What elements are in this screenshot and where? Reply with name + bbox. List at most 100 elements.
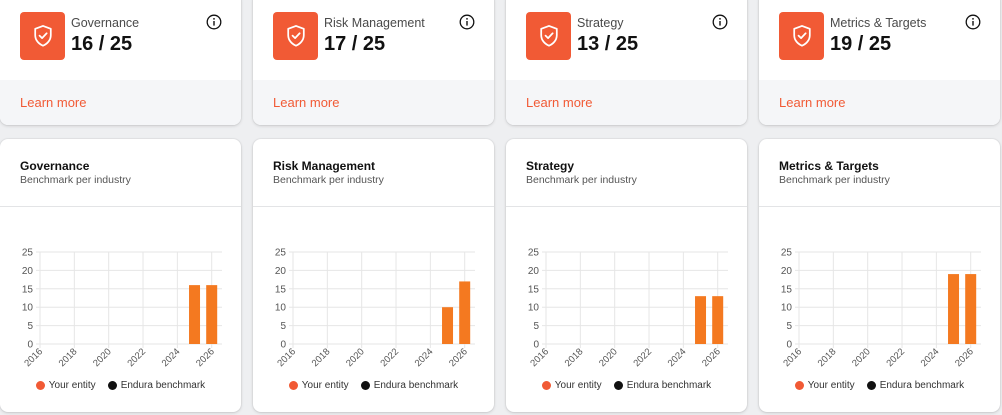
legend-dot-entity [35, 381, 45, 390]
chart-legend: Your entity Endura benchmark [253, 380, 494, 391]
bar-chart: 0 5 10 15 20 25 2016 2018 2020 2022 2024 2026 [275, 248, 475, 369]
chart-card-metrics-targets: Metrics & Targets Benchmark per industry… [759, 139, 1000, 412]
score-card-footer: Learn more [506, 80, 747, 125]
score-card-header: Metrics & Targets 19 / 25 [759, 0, 1000, 80]
x-tick-label: 2026 [700, 346, 723, 369]
legend-label: Your entity [554, 380, 602, 391]
y-tick-label: 15 [528, 284, 540, 295]
legend-label: Endura benchmark [626, 380, 712, 391]
x-tick-label: 2016 [22, 346, 45, 369]
info-icon[interactable] [459, 14, 475, 30]
chart-legend: Your entity Endura benchmark [0, 380, 241, 391]
bar-chart: 0 5 10 15 20 25 2016 2018 2020 2022 2024 2026 [22, 248, 222, 369]
y-tick-label: 25 [22, 248, 34, 259]
x-tick-label: 2018 [816, 346, 839, 369]
y-tick-label: 5 [533, 321, 539, 332]
score-card-header: Governance 16 / 25 [0, 0, 241, 80]
score-card-metrics-targets: Metrics & Targets 19 / 25 Learn more [759, 0, 1000, 125]
learn-more-link[interactable]: Learn more [526, 95, 593, 110]
legend-dot-benchmark [360, 381, 370, 390]
x-tick-label: 2018 [310, 346, 333, 369]
legend-label: Your entity [301, 380, 349, 391]
x-tick-label: 2024 [160, 346, 183, 369]
x-tick-label: 2026 [953, 346, 976, 369]
legend-item-entity[interactable]: Your entity [35, 380, 96, 391]
info-icon[interactable] [712, 14, 728, 30]
y-tick-label: 5 [280, 321, 286, 332]
score-label: Strategy [577, 16, 624, 30]
score-value: 17 / 25 [324, 33, 386, 55]
shield-check-icon [20, 12, 65, 60]
legend-item-benchmark[interactable]: Endura benchmark [613, 380, 712, 391]
x-tick-label: 2024 [666, 346, 689, 369]
score-card-footer: Learn more [759, 80, 1000, 125]
divider [0, 206, 241, 207]
x-tick-label: 2022 [125, 346, 148, 369]
legend-label: Endura benchmark [373, 380, 459, 391]
bar-entity [695, 296, 707, 344]
chart-legend: Your entity Endura benchmark [759, 380, 1000, 391]
y-tick-label: 0 [280, 340, 286, 351]
legend-item-benchmark[interactable]: Endura benchmark [107, 380, 206, 391]
bar-entity [459, 281, 471, 344]
x-tick-label: 2016 [275, 346, 298, 369]
x-tick-label: 2016 [528, 346, 551, 369]
score-card-footer: Learn more [0, 80, 241, 125]
chart-card-strategy: Strategy Benchmark per industry 0 5 10 15 20… [506, 139, 747, 412]
score-card-governance: Governance 16 / 25 Learn more [0, 0, 241, 125]
legend-item-benchmark[interactable]: Endura benchmark [360, 380, 459, 391]
learn-more-link[interactable]: Learn more [779, 95, 846, 110]
y-tick-label: 5 [27, 321, 33, 332]
y-tick-label: 20 [781, 266, 793, 277]
score-card-header: Risk Management 17 / 25 [253, 0, 494, 80]
legend-dot-benchmark [107, 381, 117, 390]
y-tick-label: 20 [528, 266, 540, 277]
legend-label: Endura benchmark [120, 380, 206, 391]
y-tick-label: 20 [275, 266, 287, 277]
score-card-header: Strategy 13 / 25 [506, 0, 747, 80]
divider [759, 206, 1000, 207]
legend-label: Your entity [48, 380, 96, 391]
shield-check-icon [779, 12, 824, 60]
x-tick-label: 2020 [597, 346, 620, 369]
x-tick-label: 2016 [781, 346, 804, 369]
y-tick-label: 10 [528, 303, 540, 314]
learn-more-link[interactable]: Learn more [20, 95, 87, 110]
legend-item-benchmark[interactable]: Endura benchmark [866, 380, 964, 391]
divider [253, 206, 494, 207]
chart-title: Governance [20, 159, 90, 173]
shield-check-icon [273, 12, 318, 60]
y-tick-label: 15 [275, 284, 287, 295]
y-tick-label: 0 [27, 340, 33, 351]
y-tick-label: 25 [275, 248, 287, 259]
legend-item-entity[interactable]: Your entity [794, 380, 855, 391]
score-label: Governance [71, 16, 140, 30]
x-tick-label: 2022 [884, 346, 907, 369]
x-tick-label: 2024 [919, 346, 942, 369]
score-card-footer: Learn more [253, 80, 494, 125]
y-tick-label: 5 [786, 321, 792, 332]
chart-title: Metrics & Targets [779, 159, 879, 173]
legend-item-entity[interactable]: Your entity [288, 380, 349, 391]
info-icon[interactable] [206, 14, 222, 30]
bar-entity [206, 285, 218, 344]
bar-chart: 0 5 10 15 20 25 2016 2018 2020 2022 2024 2026 [528, 248, 728, 369]
legend-label: Your entity [807, 380, 855, 391]
legend-item-entity[interactable]: Your entity [541, 380, 602, 391]
chart-title: Risk Management [273, 159, 376, 173]
x-tick-label: 2018 [563, 346, 586, 369]
y-tick-label: 25 [528, 248, 540, 259]
learn-more-link[interactable]: Learn more [273, 95, 340, 110]
legend-dot-entity [541, 381, 551, 390]
bar-entity [442, 307, 454, 344]
score-value: 16 / 25 [71, 33, 133, 55]
legend-dot-benchmark [866, 381, 876, 390]
y-tick-label: 15 [781, 284, 793, 295]
y-tick-label: 25 [781, 248, 793, 259]
y-tick-label: 10 [781, 303, 793, 314]
info-icon[interactable] [965, 14, 981, 30]
shield-check-icon [526, 12, 571, 60]
x-tick-label: 2020 [344, 346, 367, 369]
legend-dot-entity [794, 381, 804, 390]
chart-title: Strategy [526, 159, 575, 173]
